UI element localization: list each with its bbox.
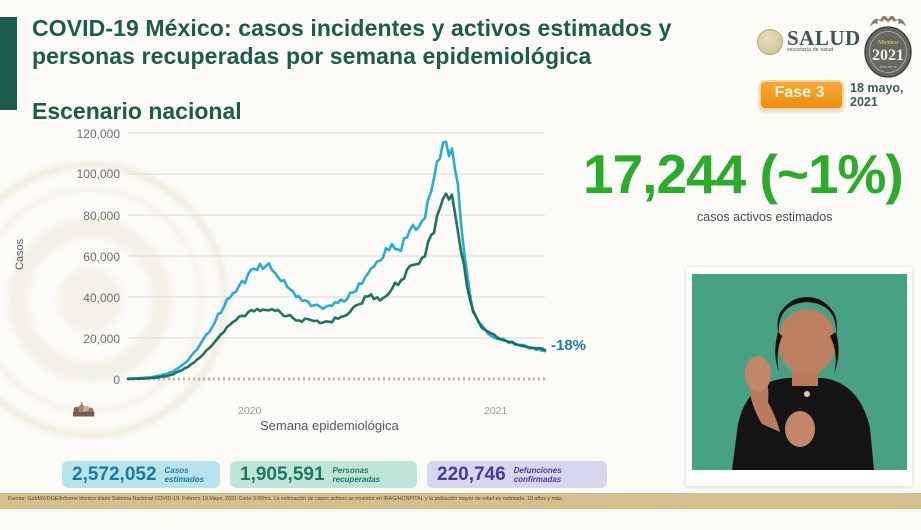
svg-text:Mexico: Mexico (878, 39, 898, 46)
svg-text:Año de la: Año de la (880, 64, 898, 69)
svg-text:2021: 2021 (872, 47, 904, 64)
